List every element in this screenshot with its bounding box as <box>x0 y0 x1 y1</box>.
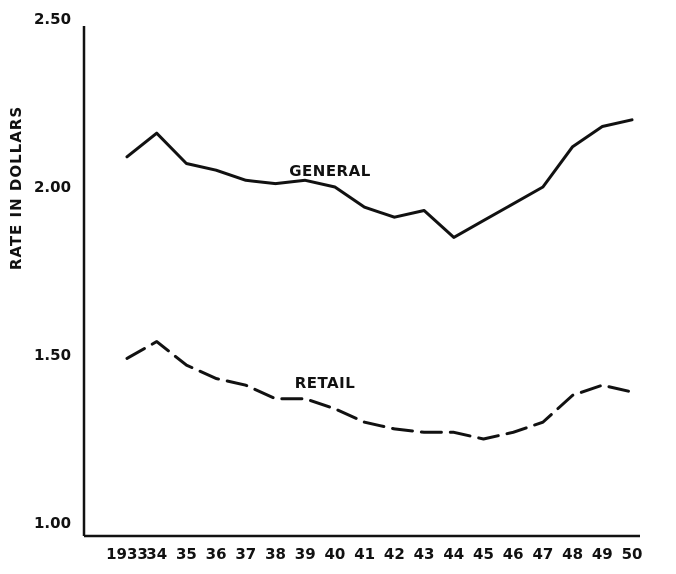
x-tick-label: 40 <box>325 545 346 563</box>
x-tick-label: 42 <box>384 545 405 563</box>
x-tick-label: 50 <box>622 545 643 563</box>
x-tick-label: 34 <box>146 545 167 563</box>
x-tick-label: 1933 <box>106 545 148 563</box>
y-tick-labels: 1.00 1.50 2.00 2.50 <box>34 10 71 532</box>
y-axis-title: RATE IN DOLLARS <box>7 106 25 270</box>
series-label-general: GENERAL <box>289 162 371 180</box>
x-tick-label: 39 <box>295 545 316 563</box>
series-lines <box>125 118 634 441</box>
y-tick-label: 2.50 <box>34 10 71 28</box>
x-tick-label: 49 <box>592 545 613 563</box>
series-labels: GENERAL RETAIL <box>289 162 371 392</box>
x-tick-label: 47 <box>532 545 553 563</box>
x-tick-label: 43 <box>414 545 435 563</box>
x-tick-label: 38 <box>265 545 286 563</box>
x-tick-label: 35 <box>176 545 197 563</box>
y-tick-label: 2.00 <box>34 178 71 196</box>
x-tick-label: 46 <box>503 545 524 563</box>
series-line-general <box>125 118 634 239</box>
x-tick-label: 44 <box>443 545 464 563</box>
x-tick-label: 48 <box>562 545 583 563</box>
y-tick-label: 1.00 <box>34 514 71 532</box>
x-tick-label: 45 <box>473 545 494 563</box>
axes <box>82 26 640 538</box>
y-tick-label: 1.50 <box>34 346 71 364</box>
x-tick-label: 37 <box>235 545 256 563</box>
series-label-retail: RETAIL <box>295 374 356 392</box>
series-line-retail <box>125 340 634 441</box>
x-tick-label: 41 <box>354 545 375 563</box>
x-tick-label: 36 <box>206 545 227 563</box>
